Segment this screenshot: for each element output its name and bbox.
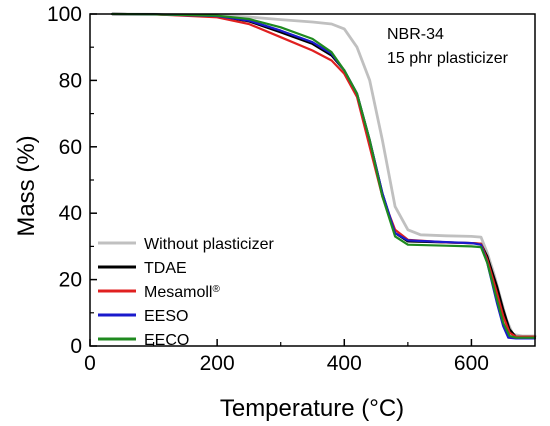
y-tick-label-1: 20 [59, 269, 82, 292]
x-tick-label-3: 600 [454, 352, 489, 375]
annotation-plasticizer: 15 phr plasticizer [387, 50, 509, 67]
y-tick-label-5: 100 [47, 3, 82, 26]
y-tick-label-4: 80 [59, 69, 82, 92]
x-tick-label-1: 200 [200, 352, 235, 375]
x-tick-label-0: 0 [84, 352, 96, 375]
y-axis-label: Mass (%) [13, 135, 40, 236]
x-axis-label: Temperature (°C) [220, 395, 404, 422]
x-tick-label-2: 400 [327, 352, 362, 375]
legend-label-0: Without plasticizer [144, 236, 274, 253]
y-tick-label-2: 40 [59, 202, 82, 225]
y-tick-label-3: 60 [59, 136, 82, 159]
legend-label-superscript: ® [212, 284, 220, 295]
legend-label-3: EESO [144, 308, 188, 325]
legend-label-2: Mesamoll® [144, 284, 220, 302]
plot-frame [89, 13, 536, 347]
series-layer [110, 12, 537, 340]
series-line-4 [111, 12, 537, 339]
annotation-material: NBR-34 [387, 26, 444, 43]
legend-label-1: TDAE [144, 260, 187, 277]
legend-label-4: EECO [144, 332, 189, 349]
legend: Without plasticizer TDAE Mesamoll® EESO EECO [98, 236, 274, 349]
y-tick-label-0: 0 [70, 335, 82, 358]
